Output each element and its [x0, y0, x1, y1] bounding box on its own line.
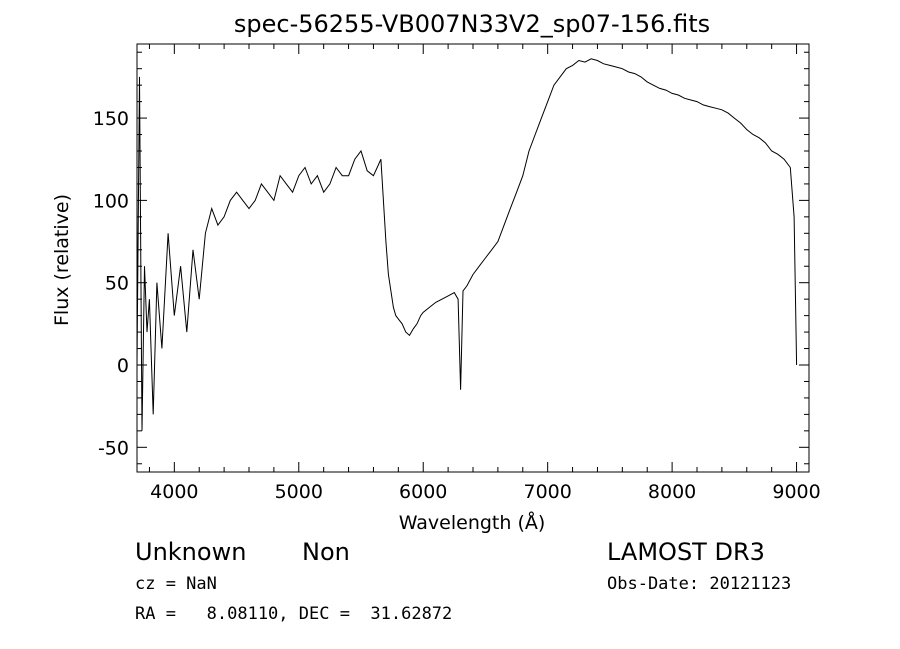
object-class: Unknown [135, 538, 247, 566]
x-tick-label: 6000 [399, 481, 447, 503]
y-tick-label: 50 [105, 273, 129, 295]
x-tick-label: 5000 [275, 481, 323, 503]
survey-name: LAMOST DR3 [607, 538, 765, 566]
chart-title: spec-56255-VB007N33V2_sp07-156.fits [234, 10, 710, 38]
object-subclass: Non [302, 538, 350, 566]
y-tick-label: -50 [98, 437, 129, 459]
y-tick-label: 150 [93, 108, 129, 130]
plot-frame [136, 43, 810, 473]
x-axis-label: Wavelength (Å) [399, 511, 546, 534]
coordinates-line: RA = 8.08110, DEC = 31.62872 [135, 604, 453, 624]
spectrum-series-line [136, 58, 798, 431]
y-tick-label: 0 [117, 355, 129, 377]
tick-labels: 4000 5000 6000 7000 8000 9000 -50 0 50 100 150 [93, 108, 821, 503]
observation-date: Obs-Date: 20121123 [607, 574, 792, 594]
redshift-line: cz = NaN [135, 574, 217, 594]
y-axis-label: Flux (relative) [51, 194, 73, 326]
x-tick-label: 7000 [523, 481, 571, 503]
axis-ticks [137, 44, 809, 472]
y-tick-label: 100 [93, 190, 129, 212]
x-tick-label: 9000 [772, 481, 820, 503]
x-tick-label: 4000 [150, 481, 198, 503]
x-tick-label: 8000 [648, 481, 696, 503]
